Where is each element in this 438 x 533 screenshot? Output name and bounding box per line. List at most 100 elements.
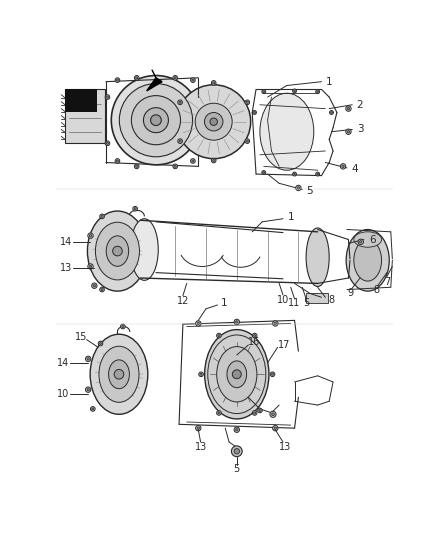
Circle shape bbox=[200, 373, 202, 375]
Circle shape bbox=[120, 324, 125, 329]
Circle shape bbox=[217, 410, 221, 415]
Circle shape bbox=[174, 77, 176, 79]
Circle shape bbox=[192, 79, 194, 81]
Circle shape bbox=[179, 140, 181, 142]
Ellipse shape bbox=[90, 334, 148, 414]
Text: 5: 5 bbox=[307, 186, 313, 196]
Bar bbox=[306, 293, 328, 303]
Circle shape bbox=[254, 335, 256, 337]
Circle shape bbox=[192, 160, 194, 162]
Circle shape bbox=[329, 110, 333, 115]
Circle shape bbox=[246, 140, 248, 142]
Circle shape bbox=[245, 139, 250, 143]
Bar bbox=[65, 90, 105, 143]
Text: 14: 14 bbox=[57, 358, 70, 368]
Circle shape bbox=[106, 96, 109, 98]
Circle shape bbox=[360, 240, 362, 243]
Circle shape bbox=[134, 76, 139, 80]
Ellipse shape bbox=[106, 236, 129, 266]
Circle shape bbox=[259, 409, 261, 411]
Circle shape bbox=[236, 429, 238, 431]
Circle shape bbox=[293, 89, 297, 93]
Circle shape bbox=[212, 158, 216, 163]
Circle shape bbox=[100, 214, 104, 219]
Circle shape bbox=[231, 446, 242, 457]
Text: 10: 10 bbox=[277, 295, 289, 305]
Circle shape bbox=[232, 370, 241, 379]
Text: 16: 16 bbox=[248, 337, 261, 347]
Text: 10: 10 bbox=[57, 389, 70, 399]
Ellipse shape bbox=[346, 230, 389, 291]
Text: 6: 6 bbox=[369, 235, 376, 245]
Text: 9: 9 bbox=[348, 288, 354, 297]
Circle shape bbox=[262, 90, 266, 94]
Text: 3: 3 bbox=[357, 124, 363, 134]
Circle shape bbox=[270, 411, 276, 417]
Circle shape bbox=[117, 79, 119, 81]
Ellipse shape bbox=[260, 93, 314, 170]
Text: 8: 8 bbox=[373, 285, 379, 295]
Circle shape bbox=[199, 372, 203, 377]
Circle shape bbox=[122, 326, 124, 328]
Text: 5: 5 bbox=[233, 464, 240, 474]
Circle shape bbox=[253, 110, 256, 115]
Ellipse shape bbox=[111, 76, 201, 165]
Ellipse shape bbox=[217, 346, 257, 402]
Circle shape bbox=[263, 172, 265, 173]
Circle shape bbox=[246, 101, 248, 103]
Circle shape bbox=[197, 322, 199, 325]
Circle shape bbox=[274, 322, 276, 325]
Circle shape bbox=[89, 235, 92, 237]
Circle shape bbox=[134, 164, 139, 168]
Polygon shape bbox=[147, 78, 162, 91]
Circle shape bbox=[196, 321, 201, 326]
Circle shape bbox=[245, 100, 250, 104]
Circle shape bbox=[218, 335, 220, 337]
Circle shape bbox=[197, 427, 199, 430]
Circle shape bbox=[346, 106, 351, 111]
Ellipse shape bbox=[143, 108, 169, 133]
Circle shape bbox=[106, 142, 109, 144]
Text: 4: 4 bbox=[351, 165, 358, 174]
Ellipse shape bbox=[227, 361, 247, 387]
Circle shape bbox=[297, 187, 300, 189]
Circle shape bbox=[316, 90, 320, 94]
Ellipse shape bbox=[306, 228, 329, 287]
Circle shape bbox=[89, 265, 92, 268]
Circle shape bbox=[114, 369, 124, 379]
Circle shape bbox=[196, 425, 201, 431]
Circle shape bbox=[272, 425, 278, 431]
Ellipse shape bbox=[88, 211, 148, 291]
Text: 8: 8 bbox=[328, 295, 335, 304]
Ellipse shape bbox=[205, 112, 223, 131]
Circle shape bbox=[254, 412, 256, 414]
Circle shape bbox=[316, 172, 320, 176]
Circle shape bbox=[346, 129, 351, 134]
Ellipse shape bbox=[195, 103, 232, 140]
Circle shape bbox=[293, 173, 295, 175]
Ellipse shape bbox=[131, 95, 180, 145]
Text: 1: 1 bbox=[220, 298, 227, 309]
Circle shape bbox=[234, 449, 240, 454]
Circle shape bbox=[272, 413, 274, 416]
Ellipse shape bbox=[119, 84, 193, 157]
Circle shape bbox=[101, 288, 103, 290]
Circle shape bbox=[101, 215, 103, 217]
Circle shape bbox=[213, 159, 215, 161]
Ellipse shape bbox=[177, 85, 251, 159]
Circle shape bbox=[293, 172, 297, 176]
Circle shape bbox=[87, 389, 89, 391]
Circle shape bbox=[88, 264, 93, 269]
Text: 13: 13 bbox=[194, 442, 207, 451]
Circle shape bbox=[100, 287, 104, 292]
Circle shape bbox=[272, 373, 274, 375]
Circle shape bbox=[87, 358, 89, 360]
Circle shape bbox=[98, 341, 103, 346]
Circle shape bbox=[213, 82, 215, 84]
Circle shape bbox=[178, 139, 182, 143]
Circle shape bbox=[85, 387, 91, 392]
Circle shape bbox=[105, 95, 110, 99]
Circle shape bbox=[179, 101, 181, 103]
Circle shape bbox=[105, 141, 110, 146]
Ellipse shape bbox=[109, 360, 129, 389]
